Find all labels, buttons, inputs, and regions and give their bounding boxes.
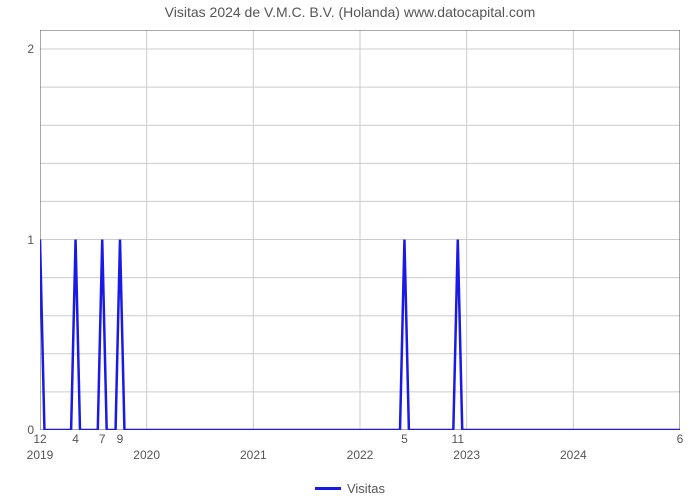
y-tick-label: 1 bbox=[27, 233, 34, 247]
x-sub-tick-label: 5 bbox=[401, 432, 408, 446]
x-year-tick-label: 2022 bbox=[347, 448, 374, 462]
x-year-tick-label: 2024 bbox=[560, 448, 587, 462]
x-sub-tick-label: 6 bbox=[677, 432, 684, 446]
x-year-tick-label: 2021 bbox=[240, 448, 267, 462]
visits-chart: Visitas 2024 de V.M.C. B.V. (Holanda) ww… bbox=[0, 0, 700, 500]
legend-label: Visitas bbox=[347, 481, 385, 496]
x-year-tick-label: 2023 bbox=[453, 448, 480, 462]
x-year-tick-label: 2019 bbox=[27, 448, 54, 462]
chart-title: Visitas 2024 de V.M.C. B.V. (Holanda) ww… bbox=[0, 4, 700, 20]
x-year-tick-label: 2020 bbox=[133, 448, 160, 462]
x-sub-tick-label: 9 bbox=[117, 432, 124, 446]
x-sub-tick-label: 11 bbox=[452, 432, 464, 446]
x-sub-tick-label: 4 bbox=[72, 432, 79, 446]
plot-area bbox=[40, 30, 680, 430]
y-tick-label: 2 bbox=[27, 42, 34, 56]
plot-svg bbox=[40, 30, 680, 430]
x-sub-tick-label: 7 bbox=[99, 432, 106, 446]
legend: Visitas bbox=[0, 481, 700, 496]
legend-swatch bbox=[315, 487, 341, 490]
x-sub-tick-label: 12 bbox=[33, 432, 46, 446]
